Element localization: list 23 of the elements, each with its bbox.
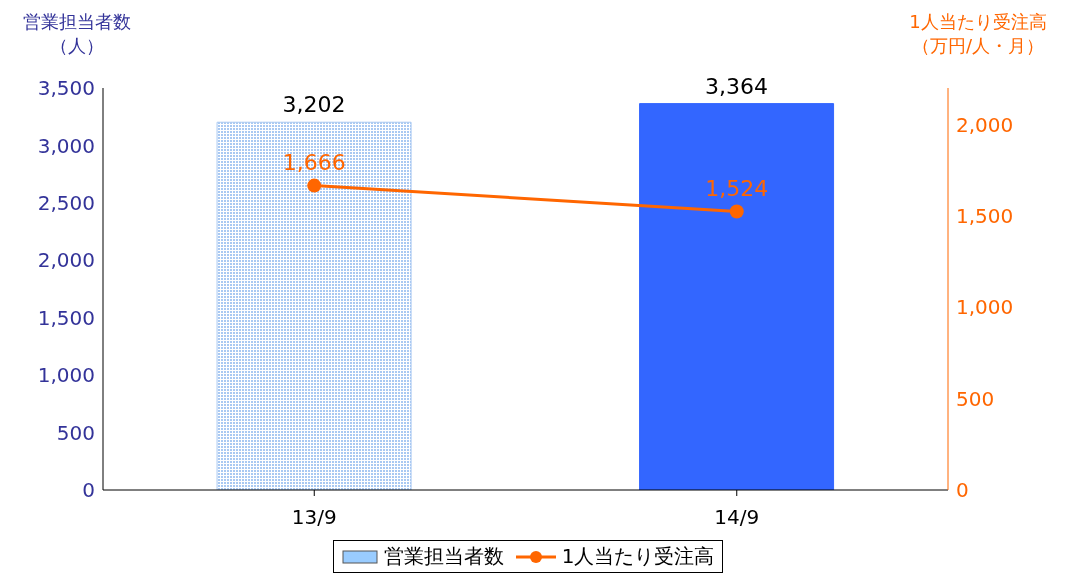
y2-tick-label: 500 (956, 386, 995, 411)
data-label: 1,666 (282, 149, 346, 175)
y-tick-label: 2,000 (37, 248, 95, 273)
data-label: 3,202 (282, 92, 346, 118)
x-tick-label: 13/9 (291, 505, 337, 530)
y2-tick-label: 1,500 (956, 204, 1014, 229)
y2-tick-label: 2,000 (956, 112, 1014, 137)
y2-tick-label: 1,000 (956, 295, 1014, 320)
y-tick-label: 1,000 (37, 363, 95, 388)
y2-tick-label: 0 (956, 478, 969, 503)
data-label: 3,364 (705, 73, 769, 99)
y-axis-title: 営業担当者数（人） (22, 10, 132, 58)
legend-label: 1人当たり受注高 (560, 543, 715, 570)
data-label: 1,524 (705, 175, 769, 201)
text: 営業担当者数 (382, 543, 504, 570)
y-tick-label: 0 (82, 478, 95, 503)
y-tick-label: 3,500 (37, 76, 95, 101)
y2-axis-title: 1人当たり受注高（万円/人・月） (908, 10, 1048, 58)
y-tick-label: 1,500 (37, 305, 95, 330)
y-tick-label: 500 (56, 420, 95, 445)
y-tick-label: 2,500 (37, 190, 95, 215)
x-tick-label: 14/9 (714, 505, 760, 530)
y-tick-label: 3,000 (37, 133, 95, 158)
